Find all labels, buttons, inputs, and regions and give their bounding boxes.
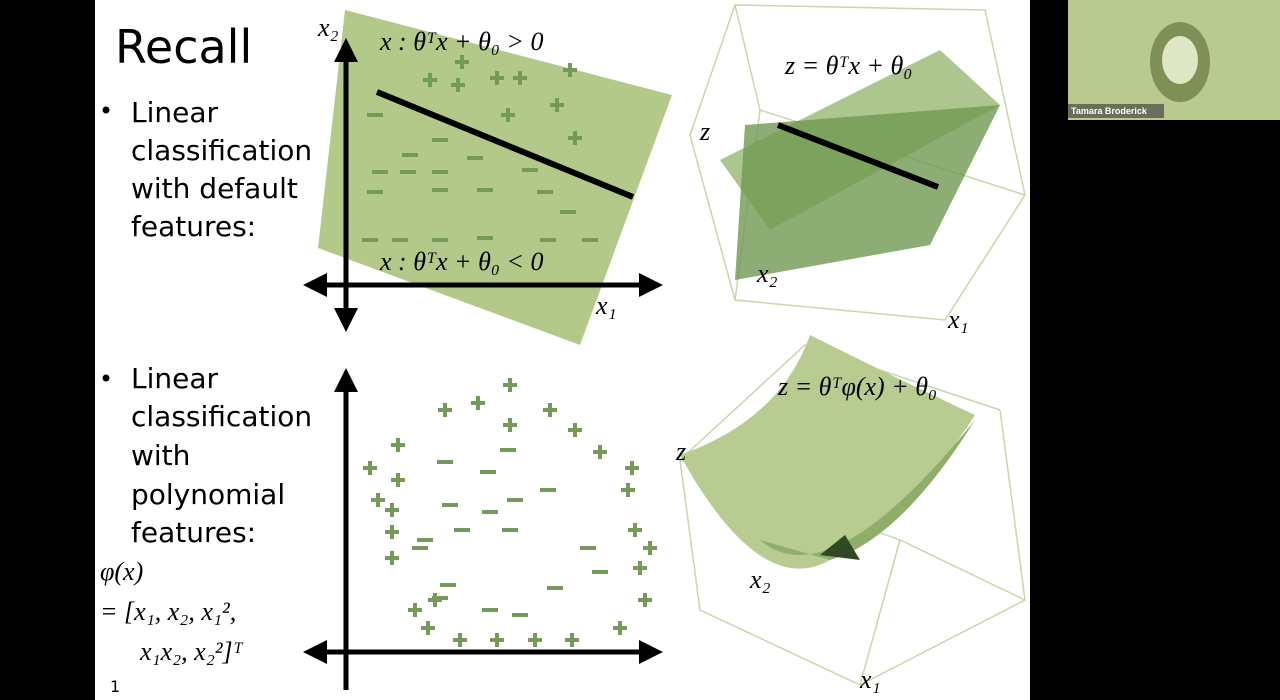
arrow: [334, 38, 358, 62]
name-badge: [1068, 104, 1164, 118]
bullet-text: with: [131, 439, 190, 472]
arrow: [303, 273, 327, 297]
axis-label: x₂: [749, 565, 771, 594]
arrow: [639, 273, 663, 297]
bullet: [102, 374, 110, 382]
formula: = [x₁, x₂, x₁²,: [100, 597, 236, 626]
axis-label: x₂: [756, 259, 778, 288]
page-number: 1: [110, 677, 120, 696]
region-plane: [318, 10, 672, 345]
equation: z = θᵀx + θ₀: [784, 51, 912, 80]
bullet-text: features:: [131, 210, 256, 243]
axis-label: z: [699, 117, 710, 146]
slide-title: Recall: [115, 20, 252, 74]
participant-video: [1162, 36, 1198, 84]
axis-label: x₂: [317, 13, 339, 42]
decision-boundary: [375, 89, 635, 200]
arrow: [303, 640, 327, 664]
bullet-text: polynomial: [131, 478, 285, 511]
region-label: x : θᵀx + θ₀ < 0: [379, 247, 543, 276]
arrow: [334, 308, 358, 332]
minimum: [820, 535, 860, 560]
region-label: x : θᵀx + θ₀ > 0: [379, 27, 543, 56]
paraboloid-shade: [760, 420, 975, 560]
bullet-text: classification: [131, 400, 312, 433]
bullet-text: classification: [131, 134, 312, 167]
bullet-text: features:: [131, 516, 256, 549]
plane: [735, 105, 1000, 280]
arrow: [639, 640, 663, 664]
axis-label: x₁: [947, 305, 969, 334]
bullet-text: with default: [131, 172, 298, 205]
formula: x₁x₂, x₂²]ᵀ: [139, 637, 244, 666]
axis-label: x₁: [595, 291, 617, 320]
formula: φ(x): [100, 557, 143, 586]
arrow: [334, 368, 358, 392]
decision-boundary: [776, 122, 940, 190]
axis-label: x₁: [859, 665, 881, 694]
participant-name: Tamara Broderick: [1071, 106, 1148, 116]
equation: z = θᵀφ(x) + θ₀: [777, 372, 937, 401]
class-marks: [362, 55, 657, 647]
bullet-text: Linear: [131, 96, 219, 129]
bullet-text: Linear: [131, 362, 219, 395]
axis-label: z: [675, 437, 686, 466]
paraboloid: [680, 335, 975, 569]
bullet: [102, 106, 110, 114]
